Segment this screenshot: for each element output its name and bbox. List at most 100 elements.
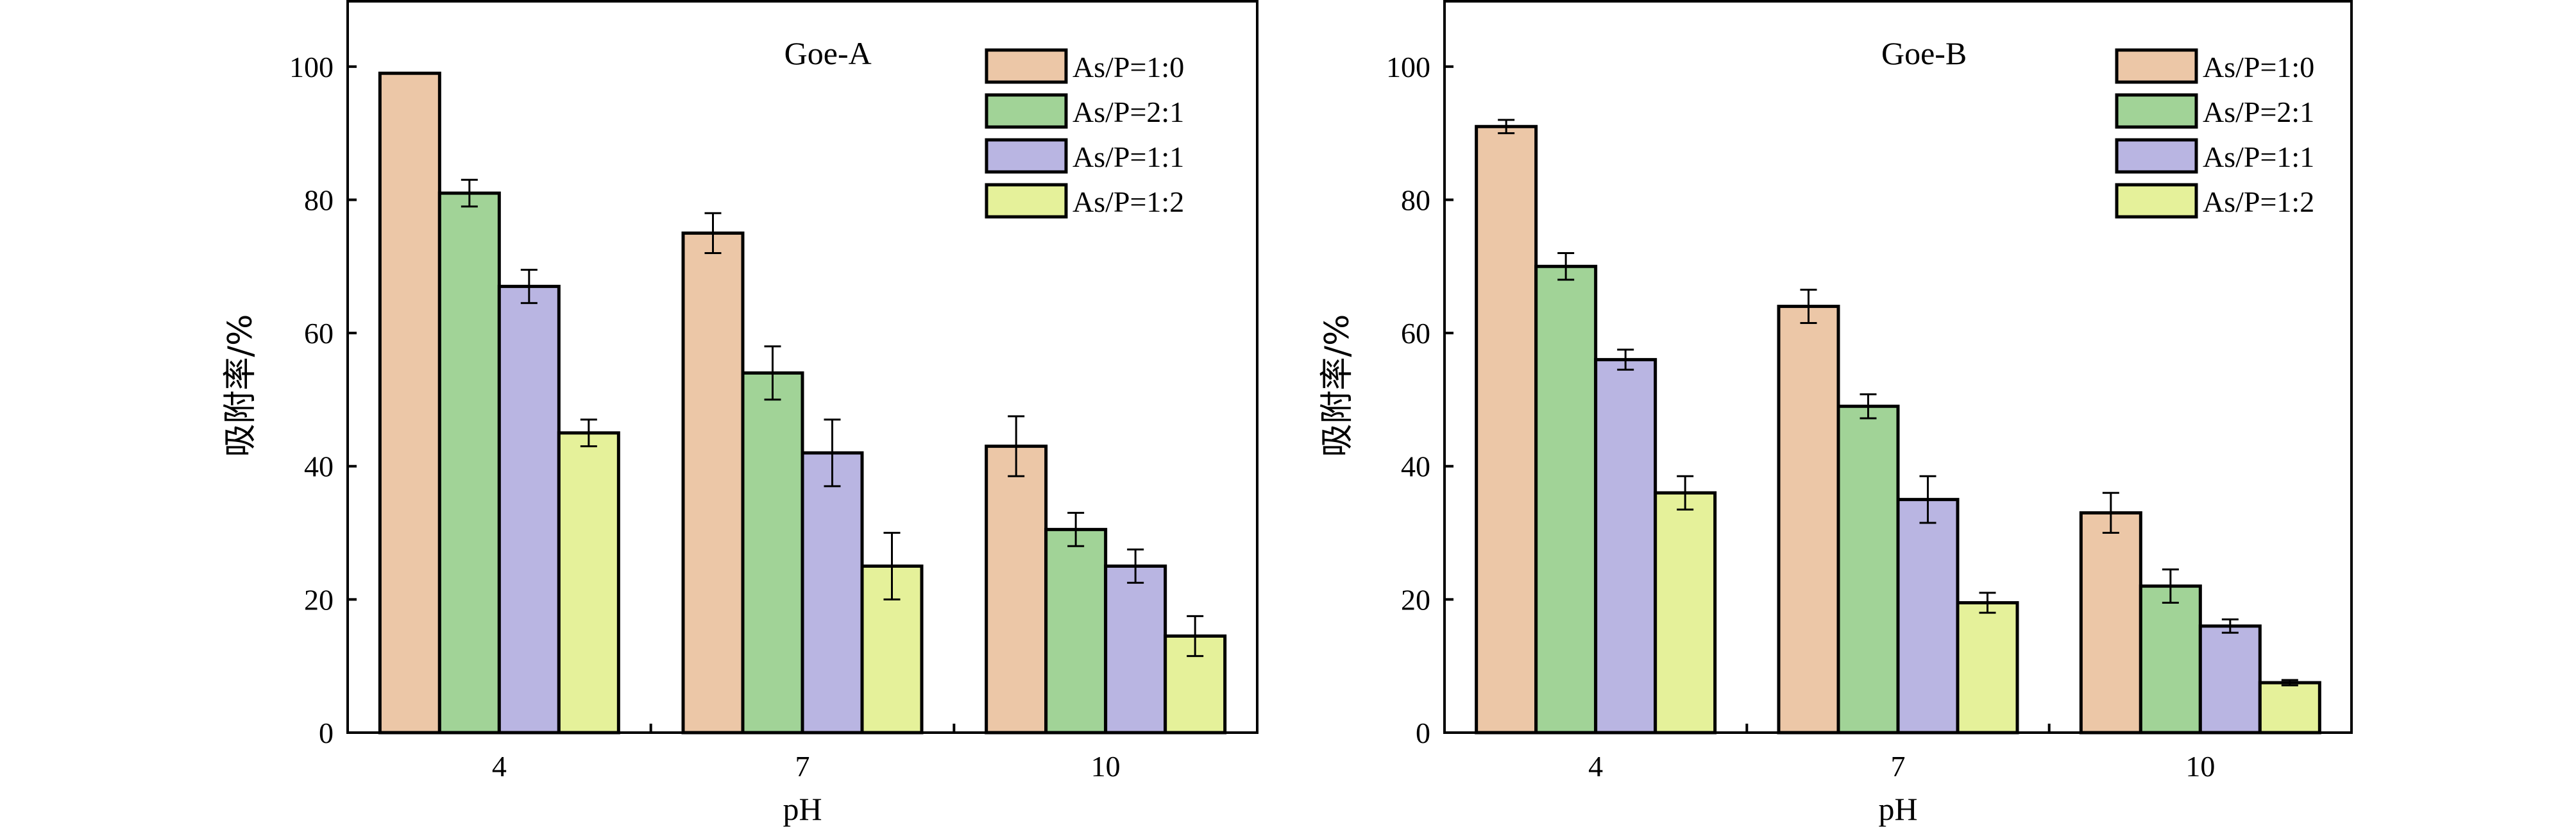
legend-swatch [2115, 183, 2198, 219]
bar-4-2 [437, 191, 501, 735]
error-bar-7-4 [1979, 591, 1996, 614]
bar-4-1 [378, 71, 441, 735]
error-bar-10-3 [2221, 618, 2239, 634]
legend-label: As/P=2:1 [2203, 96, 2314, 128]
legend-item-3: As/P=1:1 [2115, 138, 2314, 174]
bar-7-2 [1836, 404, 1900, 735]
error-bar-7-3 [824, 418, 841, 488]
legend: As/P=1:0 As/P=2:1 As/P=1:1 As/P=1:2 [2115, 48, 2314, 219]
y-tick-label-100: 100 [289, 51, 334, 83]
error-bar-10-3 [1127, 549, 1144, 584]
legend-swatch [2115, 93, 2198, 129]
legend-item-4: As/P=1:2 [2115, 183, 2314, 219]
bar-7-2 [741, 371, 804, 735]
error-bar-10-1 [2102, 491, 2119, 534]
legend-label: As/P=1:1 [1072, 140, 1184, 173]
bar-4-4 [557, 431, 620, 735]
x-tick-label-7: 7 [795, 750, 810, 783]
bar-10-3 [1104, 564, 1167, 735]
bar-4-3 [1594, 358, 1657, 735]
error-bar-4-1 [1498, 119, 1515, 135]
error-bar-4-4 [580, 418, 597, 448]
bar-7-3 [1896, 498, 1960, 735]
y-tick-label-60: 60 [1401, 317, 1430, 350]
y-tick-label-40: 40 [304, 450, 334, 483]
legend-item-1: As/P=1:0 [985, 48, 1184, 84]
legend-label: As/P=1:0 [2203, 51, 2314, 83]
plot-frame [1443, 0, 2353, 734]
legend-label: As/P=1:0 [1072, 51, 1184, 83]
error-bar-10-1 [1008, 415, 1025, 477]
bar-10-1 [2079, 511, 2142, 735]
bar-10-3 [2198, 624, 2262, 735]
legend-item-3: As/P=1:1 [985, 138, 1184, 174]
x-tick-label-10: 10 [2185, 750, 2215, 783]
legend-label: As/P=2:1 [1072, 96, 1184, 128]
bar-4-1 [1475, 124, 1538, 735]
error-bar-4-3 [1617, 348, 1634, 371]
y-axis-label: 吸附率/% [221, 314, 260, 457]
error-bar-10-2 [1067, 511, 1085, 547]
bar-10-2 [2139, 584, 2202, 735]
legend-swatch [985, 93, 1068, 129]
error-bar-10-4 [1187, 615, 1204, 658]
y-tick-label-60: 60 [304, 317, 334, 350]
error-bar-7-3 [1919, 475, 1936, 524]
legend-swatch [2115, 48, 2198, 84]
bar-7-4 [1956, 601, 2019, 735]
legend-label: As/P=1:1 [2203, 140, 2314, 173]
x-tick-label-4: 4 [492, 750, 507, 783]
error-bar-4-2 [461, 178, 478, 208]
error-bar-10-4 [2281, 679, 2298, 686]
bar-4-4 [1654, 491, 1717, 735]
bar-4-3 [497, 284, 561, 735]
error-bar-4-4 [1677, 475, 1694, 511]
y-tick-label-40: 40 [1401, 450, 1430, 483]
legend-label: As/P=1:2 [2203, 185, 2314, 218]
y-tick-label-80: 80 [1401, 183, 1430, 216]
y-tick-label-0: 0 [1416, 717, 1430, 749]
error-bar-7-2 [764, 345, 781, 401]
y-tick-label-20: 20 [304, 583, 334, 616]
bar-7-1 [1777, 305, 1840, 735]
bar-7-3 [801, 451, 864, 735]
legend-swatch [985, 183, 1068, 219]
panel-title: Goe-A [784, 35, 872, 71]
error-bar-7-4 [883, 532, 901, 600]
panel-title: Goe-B [1881, 35, 1967, 71]
error-bar-4-3 [520, 268, 538, 304]
error-bar-4-2 [1557, 252, 1575, 281]
error-bar-7-1 [704, 212, 722, 255]
error-bar-7-1 [1800, 289, 1817, 325]
y-tick-label-20: 20 [1401, 583, 1430, 616]
bar-10-2 [1044, 527, 1108, 735]
bar-7-1 [681, 231, 745, 735]
x-tick-label-4: 4 [1588, 750, 1603, 783]
legend-item-1: As/P=1:0 [2115, 48, 2314, 84]
legend-swatch [985, 138, 1068, 174]
x-tick-label-7: 7 [1891, 750, 1906, 783]
y-tick-label-0: 0 [319, 717, 334, 749]
x-axis-label: pH [783, 791, 822, 827]
legend-swatch [985, 48, 1068, 84]
legend-item-4: As/P=1:2 [985, 183, 1184, 219]
y-axis-label: 吸附率/% [1318, 314, 1357, 457]
y-tick-label-80: 80 [304, 183, 334, 216]
bar-4-2 [1534, 264, 1598, 735]
legend-item-2: As/P=2:1 [985, 93, 1184, 129]
legend: As/P=1:0 As/P=2:1 As/P=1:1 As/P=1:2 [985, 48, 1184, 219]
x-axis-label: pH [1878, 791, 1917, 827]
y-tick-label-100: 100 [1386, 51, 1430, 83]
x-tick-label-10: 10 [1091, 750, 1121, 783]
legend-item-2: As/P=2:1 [2115, 93, 2314, 129]
error-bar-7-2 [1860, 393, 1877, 420]
bar-10-1 [985, 445, 1048, 735]
error-bar-10-2 [2162, 568, 2179, 604]
legend-swatch [2115, 138, 2198, 174]
legend-label: As/P=1:2 [1072, 185, 1184, 218]
plot-frame [346, 0, 1258, 734]
bar-10-4 [2258, 681, 2321, 735]
